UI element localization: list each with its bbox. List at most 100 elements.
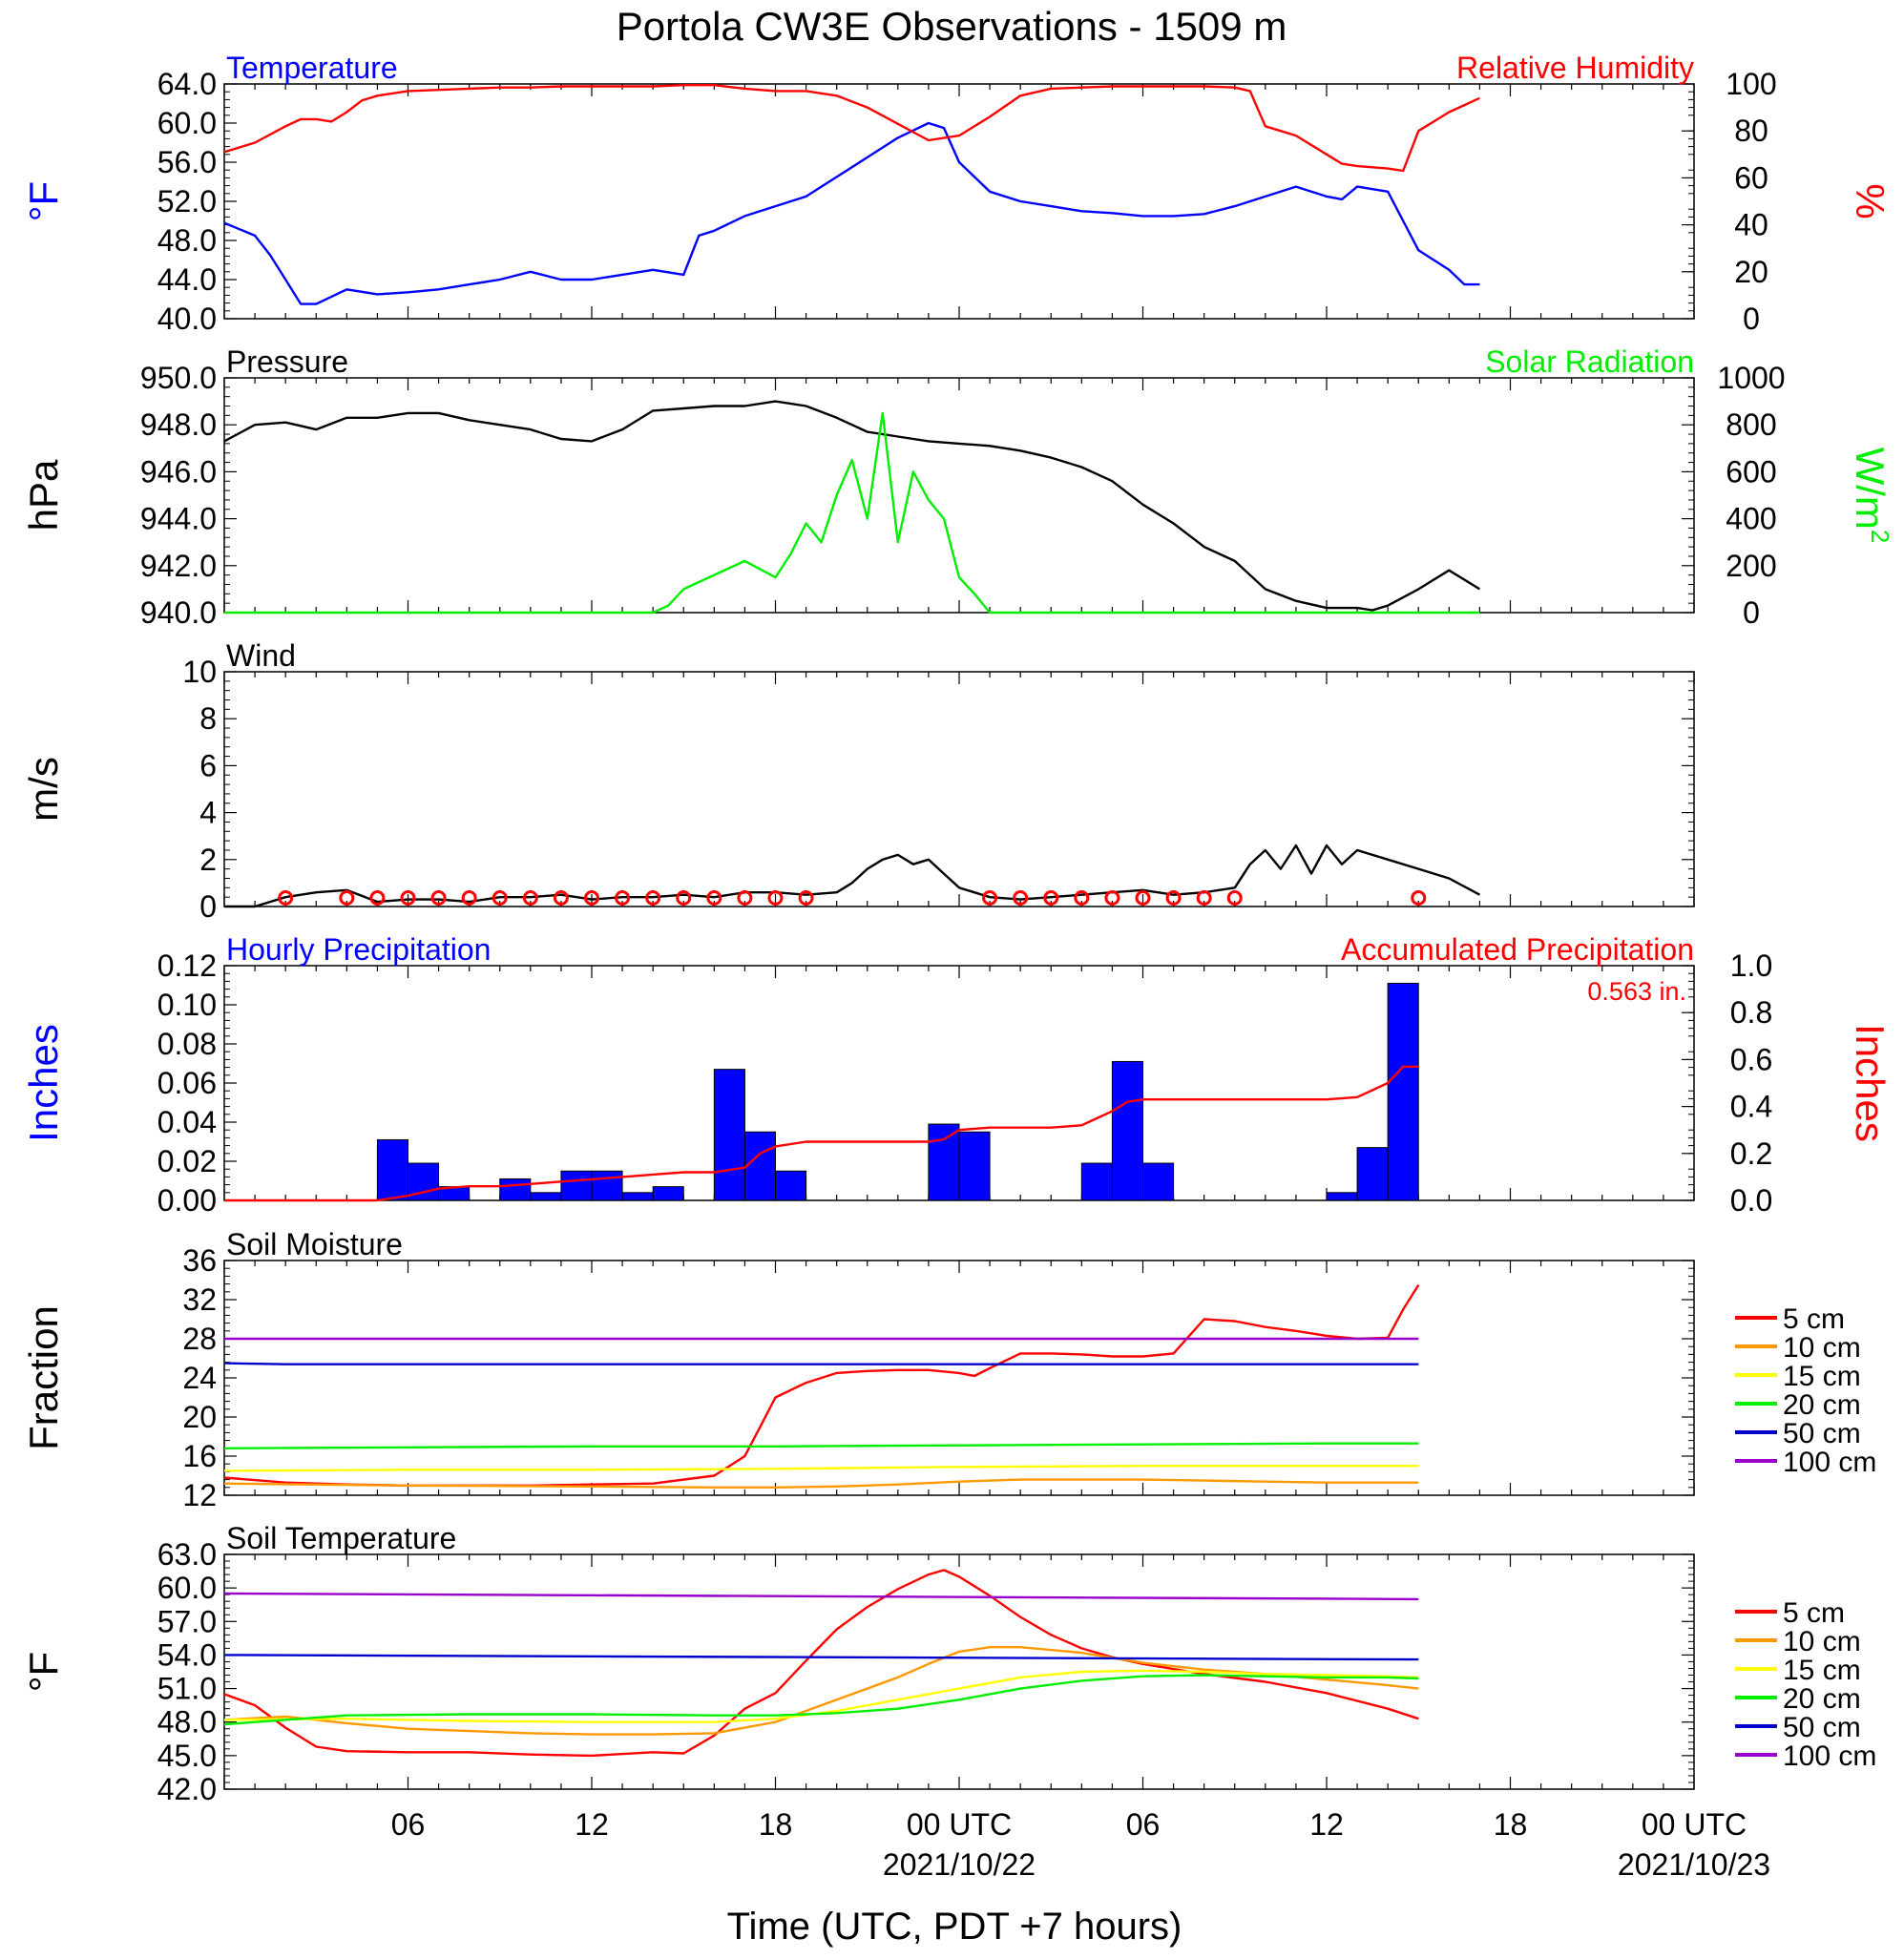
wind-calm-marker xyxy=(553,890,569,906)
y-tick-label-left: 0.12 xyxy=(157,948,217,983)
y-tick-label-left: 16 xyxy=(182,1439,217,1473)
wind-calm-marker xyxy=(522,890,538,906)
wind-calm-marker xyxy=(982,890,998,906)
legend-label: 5 cm xyxy=(1783,1597,1845,1629)
series-line-15-cm xyxy=(223,1669,1419,1723)
precip-bar xyxy=(560,1170,593,1201)
wind-calm-marker xyxy=(584,890,599,906)
legend-label: 5 cm xyxy=(1783,1303,1845,1335)
wind-calm-marker xyxy=(1043,890,1059,906)
panel-soil_temperature: 42.045.048.051.054.057.060.063.0 Soil Tem… xyxy=(21,1521,1876,1806)
y-tick-label-left: 48.0 xyxy=(157,223,217,258)
y-tick-label-right: 0.4 xyxy=(1730,1090,1772,1124)
wind-calm-marker xyxy=(737,890,753,906)
y-tick-label-left: 0.04 xyxy=(157,1105,217,1139)
y-tick-label-left: 63.0 xyxy=(157,1537,217,1572)
y-tick-label-left: 948.0 xyxy=(140,407,217,442)
y-tick-label-left: 10 xyxy=(182,655,217,689)
series-line-accumulated-precipitation xyxy=(224,1065,1419,1202)
wind-calm-marker xyxy=(1411,890,1427,906)
accumulated-total: 0.563 in. xyxy=(1587,977,1686,1006)
y-axis-title-right: W/m2 xyxy=(1848,448,1894,544)
wind-calm-marker xyxy=(278,890,294,906)
y-tick-label-left: 60.0 xyxy=(157,106,217,140)
legend-label: 10 cm xyxy=(1783,1626,1861,1657)
y-tick-label-right: 600 xyxy=(1726,454,1776,489)
wind-calm-marker xyxy=(1196,890,1212,906)
y-tick-label-right: 400 xyxy=(1726,502,1776,536)
precip-bar xyxy=(1387,982,1419,1201)
y-axis-title-right: % xyxy=(1848,183,1893,219)
y-tick-label-right: 100 xyxy=(1726,67,1776,101)
y-tick-label-right: 200 xyxy=(1726,549,1776,583)
legend-label: 15 cm xyxy=(1783,1655,1861,1686)
series-line-temperature xyxy=(223,121,1480,305)
x-tick-date: 2021/10/22 xyxy=(883,1847,1036,1882)
panel-title-right: Relative Humidity xyxy=(1456,51,1694,85)
series-line-100-cm xyxy=(223,1592,1419,1601)
y-tick-label-left: 57.0 xyxy=(157,1604,217,1638)
x-tick-label: 12 xyxy=(575,1807,609,1842)
y-tick-label-left: 2 xyxy=(199,843,217,877)
legend-label: 20 cm xyxy=(1783,1683,1861,1715)
panels: 40.044.048.052.056.060.064.0020406080100… xyxy=(21,51,1894,1806)
x-tick-date: 2021/10/23 xyxy=(1618,1847,1770,1882)
y-tick-label-left: 42.0 xyxy=(157,1772,217,1806)
y-tick-label-left: 44.0 xyxy=(157,262,217,297)
y-tick-label-right: 20 xyxy=(1734,255,1768,289)
y-tick-label-left: 950.0 xyxy=(140,361,217,395)
wind-calm-marker xyxy=(461,890,477,906)
wind-calm-marker xyxy=(1135,890,1151,906)
y-axis-title-left: Fraction xyxy=(21,1305,66,1450)
wind-calm-marker xyxy=(615,890,631,906)
y-tick-label-right: 1.0 xyxy=(1730,948,1772,983)
wind-calm-marker xyxy=(339,890,355,906)
y-tick-label-right: 0.6 xyxy=(1730,1042,1772,1076)
time-axis: 06 12 18 00 UTC 2021/10/22 06 12 18 00 UTC 2021/1… xyxy=(391,1807,1770,1882)
y-tick-label-left: 4 xyxy=(199,796,217,830)
y-tick-label-left: 60.0 xyxy=(157,1571,217,1605)
y-tick-label-left: 32 xyxy=(182,1282,217,1317)
precip-bar xyxy=(1142,1162,1175,1201)
panel-title-left: Hourly Precipitation xyxy=(226,932,491,967)
y-tick-label-left: 36 xyxy=(182,1243,217,1278)
y-tick-label-left: 28 xyxy=(182,1322,217,1356)
precip-bar xyxy=(1326,1192,1358,1201)
y-tick-label-left: 0.06 xyxy=(157,1066,217,1100)
y-tick-label-left: 0.02 xyxy=(157,1144,217,1178)
precip-bar xyxy=(408,1162,440,1201)
series-line-5-cm xyxy=(223,1283,1420,1488)
legend-label: 100 cm xyxy=(1783,1447,1876,1478)
panel-frame xyxy=(223,671,1695,907)
y-tick-label-left: 12 xyxy=(182,1478,217,1512)
y-tick-label-left: 51.0 xyxy=(157,1672,217,1706)
series-line-50-cm xyxy=(223,1362,1419,1365)
x-tick-label: 00 UTC xyxy=(907,1807,1012,1842)
legend-label: 50 cm xyxy=(1783,1418,1861,1449)
series-line-20-cm xyxy=(223,1442,1419,1450)
y-tick-label-left: 40.0 xyxy=(157,302,217,336)
precip-bar xyxy=(958,1131,991,1201)
precip-bar xyxy=(1356,1147,1389,1201)
precip-bar xyxy=(1111,1060,1143,1201)
y-axis-title-left: m/s xyxy=(21,757,66,822)
wind-calm-marker xyxy=(1165,890,1182,906)
precip-bar xyxy=(652,1186,684,1201)
wind-calm-marker xyxy=(798,890,814,906)
wind-calm-marker xyxy=(706,890,722,906)
x-tick-label: 00 UTC xyxy=(1642,1807,1747,1842)
y-tick-label-left: 54.0 xyxy=(157,1637,217,1672)
y-tick-label-left: 0.00 xyxy=(157,1183,217,1218)
panel-title-left: Wind xyxy=(226,638,296,673)
wind-calm-marker xyxy=(767,890,784,906)
panel-precipitation: 0.00 0.02 0.04 0.06 0.08 0.10 0.12 0.0 0.2 0.4 0.6… xyxy=(21,932,1893,1218)
y-axis-title-left: °F xyxy=(21,1652,66,1692)
panel-pressure_solar: 940.0 942.0 944.0 946.0 948.0 950.0 0 200 400 600… xyxy=(21,344,1894,630)
legend-label: 100 cm xyxy=(1783,1740,1876,1772)
y-tick-label-right: 0.8 xyxy=(1730,995,1772,1030)
y-tick-label-left: 20 xyxy=(182,1400,217,1434)
precip-bar xyxy=(713,1069,745,1201)
y-tick-label-left: 6 xyxy=(199,748,217,782)
